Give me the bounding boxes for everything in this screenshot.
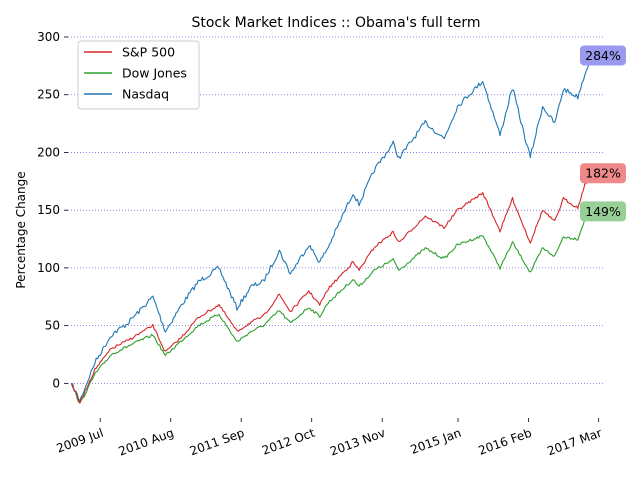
x-axis: 2009 Jul 2010 Aug 2011 Sep 2012 Oct 2013 Nov… (55, 418, 604, 459)
series-lines (70, 55, 592, 404)
x-tick-label: 2010 Aug (117, 426, 176, 459)
y-tick-label: 0 (52, 376, 60, 390)
series-line-s-p-500 (70, 172, 592, 404)
series-line-nasdaq (71, 55, 592, 402)
x-tick-label: 2015 Jan (409, 426, 463, 457)
end-value-labels: 284% 182% 149% (580, 45, 626, 222)
grid-lines (68, 36, 604, 384)
end-label-text: 149% (585, 204, 621, 219)
end-label-text: 284% (585, 48, 621, 63)
y-tick-label: 300 (37, 30, 60, 44)
end-label-box (580, 201, 626, 222)
y-axis: 0 50 100 150 200 250 300 (37, 30, 68, 390)
x-tick-label: 2017 Mar (545, 426, 603, 459)
legend: S&P 500 Dow Jones Nasdaq (77, 40, 200, 110)
legend-label: Nasdaq (122, 87, 169, 102)
legend-label: S&P 500 (122, 45, 175, 60)
x-tick-label: 2011 Sep (188, 426, 246, 459)
end-label-box (580, 163, 626, 184)
x-tick-label: 2012 Oct (260, 426, 317, 458)
x-tick-label: 2013 Nov (328, 426, 387, 459)
y-tick-label: 250 (37, 88, 60, 102)
y-tick-label: 50 (45, 319, 60, 333)
y-axis-label: Percentage Change (14, 171, 28, 288)
x-tick-label: 2016 Feb (477, 426, 534, 458)
legend-box (77, 40, 200, 110)
legend-label: Dow Jones (122, 66, 187, 81)
x-tick-label: 2009 Jul (55, 426, 106, 456)
end-label-box (580, 45, 626, 66)
y-tick-label: 200 (37, 145, 60, 159)
y-tick-label: 100 (37, 261, 60, 275)
y-tick-label: 150 (37, 203, 60, 217)
end-label-text: 182% (585, 166, 621, 181)
series-line-dow-jones (70, 211, 592, 404)
chart-title: Stock Market Indices :: Obama's full ter… (191, 15, 480, 31)
